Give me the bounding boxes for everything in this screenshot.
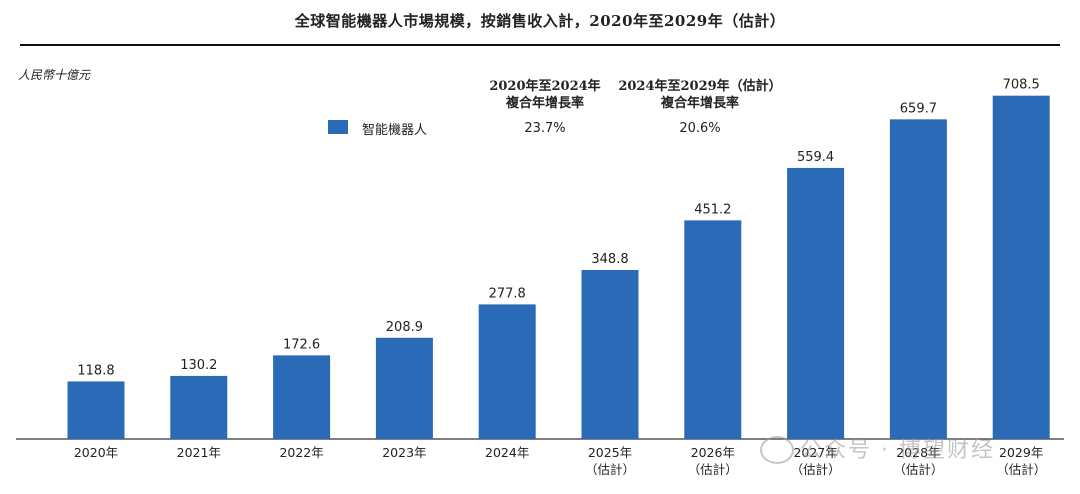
value-label: 451.2 <box>694 202 731 217</box>
bar-2029年 <box>992 95 1050 439</box>
cagr-header-2-line2: 複合年增長率 <box>660 96 739 111</box>
value-label: 659.7 <box>900 101 937 116</box>
value-label: 348.8 <box>591 252 628 267</box>
cagr-header-2: 2024年至2029年（估計） 複合年增長率 <box>600 78 800 112</box>
bar-2025年 <box>581 269 639 439</box>
cagr-header-1-line1: 2020年至2024年 <box>489 79 601 94</box>
cagr-header-1-line2: 複合年增長率 <box>505 96 584 111</box>
x-tick-label: 2023年 <box>382 445 426 460</box>
wechat-icon <box>760 436 794 464</box>
legend-label: 智能機器人 <box>362 123 428 138</box>
bar-2023年 <box>375 337 433 439</box>
x-tick-label: 2022年 <box>279 445 323 460</box>
bar-2021年 <box>170 375 228 439</box>
y-unit-label: 人民幣十億元 <box>18 68 91 82</box>
x-tick-note: （估計） <box>791 462 841 477</box>
x-tick-label: 2024年 <box>485 445 529 460</box>
value-label: 172.6 <box>283 337 320 352</box>
value-label: 708.5 <box>1003 78 1040 93</box>
watermark-text: 公众号 · 博望财经 <box>800 438 995 463</box>
x-tick-label: 2025年 <box>588 445 632 460</box>
legend-swatch <box>328 120 348 134</box>
x-tick-note: （估計） <box>893 462 943 477</box>
bar-2022年 <box>273 355 331 439</box>
bar-2026年 <box>684 220 742 439</box>
cagr-value-2: 20.6% <box>679 121 721 136</box>
x-tick-label: 2020年 <box>74 445 118 460</box>
cagr-header-1: 2020年至2024年 複合年增長率 <box>470 78 620 112</box>
x-tick-note: （估計） <box>996 462 1046 477</box>
x-tick-note: （估計） <box>688 462 738 477</box>
value-label: 118.8 <box>77 363 114 378</box>
value-label: 559.4 <box>797 150 834 165</box>
value-label: 208.9 <box>386 320 423 335</box>
x-tick-label: 2029年 <box>999 445 1043 460</box>
value-label: 277.8 <box>489 286 526 301</box>
x-tick-note: （估計） <box>585 462 635 477</box>
x-tick-label: 2021年 <box>177 445 221 460</box>
x-tick-label: 2027年 <box>793 445 837 460</box>
x-tick-label: 2026年 <box>691 445 735 460</box>
chart-title: 全球智能機器人市場規模，按銷售收入計，2020年至2029年（估計） <box>294 12 786 30</box>
x-tick-label: 2028年 <box>896 445 940 460</box>
value-label: 130.2 <box>180 358 217 373</box>
bar-2020年 <box>67 381 125 439</box>
bar-2028年 <box>889 119 947 440</box>
cagr-value-1: 23.7% <box>524 121 566 136</box>
cagr-header-2-line1: 2024年至2029年（估計） <box>618 79 782 94</box>
bar-2024年 <box>478 304 536 439</box>
title-rule <box>20 44 1060 46</box>
bar-2027年 <box>787 167 845 439</box>
